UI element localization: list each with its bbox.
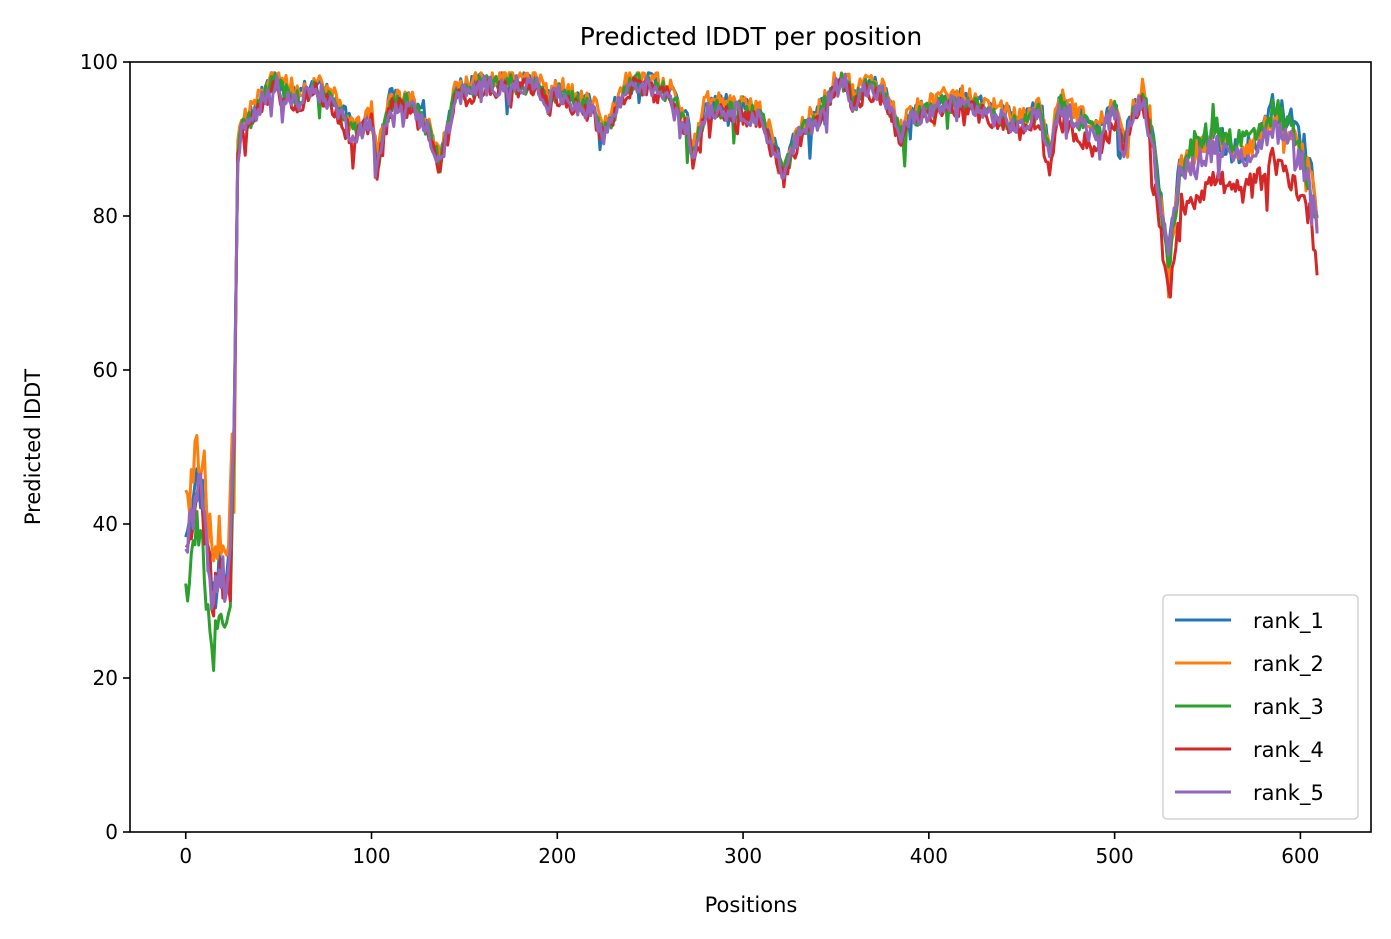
y-tick-label: 80 (93, 204, 118, 228)
y-tick-label: 100 (80, 50, 118, 74)
x-tick-label: 0 (179, 844, 192, 868)
legend-label: rank_2 (1253, 652, 1324, 677)
x-tick-label: 100 (352, 844, 390, 868)
x-tick-label: 400 (910, 844, 948, 868)
x-tick-label: 600 (1281, 844, 1319, 868)
x-tick-label: 200 (538, 844, 576, 868)
series-line-rank_5 (184, 72, 1319, 611)
plot-frame (129, 61, 1372, 833)
legend-label: rank_1 (1253, 609, 1324, 634)
legend-label: rank_3 (1253, 695, 1324, 720)
y-tick-label: 60 (93, 358, 118, 382)
x-axis-ticks: 0 100 200 300 400 500 600 (179, 832, 1319, 868)
x-tick-label: 500 (1096, 844, 1134, 868)
legend-label: rank_5 (1253, 781, 1324, 806)
series-layer (184, 71, 1319, 672)
y-axis-title: Predicted lDDT (21, 369, 45, 525)
x-axis-title: Positions (705, 893, 798, 917)
x-tick-label: 300 (724, 844, 762, 868)
y-tick-label: 20 (93, 666, 118, 690)
legend-label: rank_4 (1253, 738, 1324, 763)
y-tick-label: 40 (93, 512, 118, 536)
legend: rank_1 rank_2 rank_3 rank_4 rank_5 (1162, 594, 1359, 820)
y-axis-ticks: 0 20 40 60 80 100 (80, 50, 130, 844)
series-line-rank_3 (184, 71, 1319, 672)
y-tick-label: 0 (105, 820, 118, 844)
legend-box (1162, 594, 1359, 820)
series-line-rank_4 (184, 76, 1319, 618)
chart-title: Predicted lDDT per position (580, 22, 922, 51)
